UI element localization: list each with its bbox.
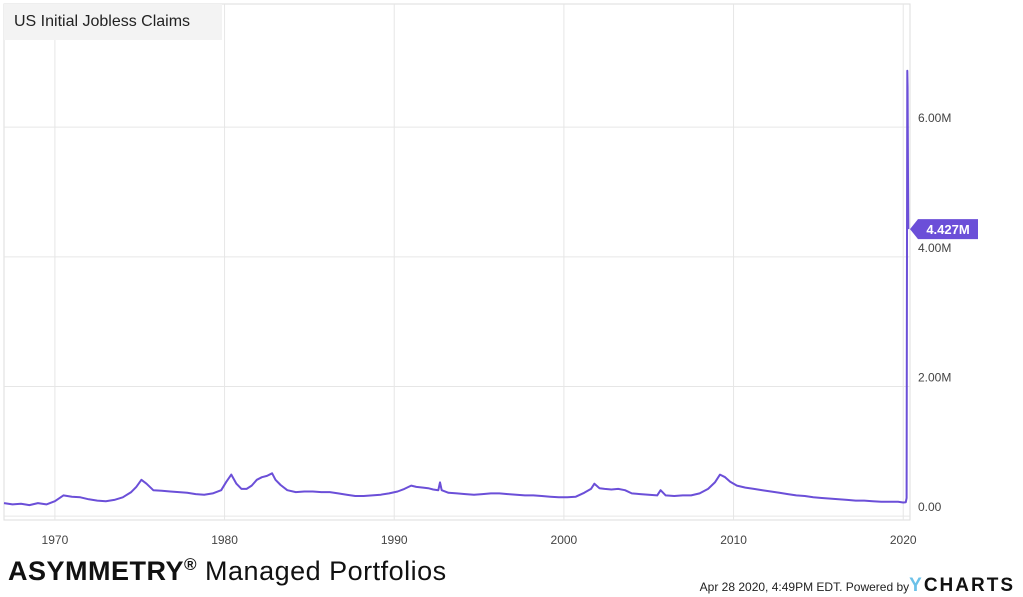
ycharts-logo-y: Y bbox=[909, 575, 924, 596]
x-tick-label: 2010 bbox=[720, 533, 747, 547]
series-layer bbox=[3, 69, 910, 507]
brand-logo: ASYMMETRY® Managed Portfolios bbox=[8, 555, 447, 587]
x-tick-label: 1980 bbox=[211, 533, 238, 547]
x-tick-label: 1990 bbox=[381, 533, 408, 547]
x-tick-label: 2020 bbox=[890, 533, 917, 547]
brand-registered-mark: ® bbox=[184, 555, 198, 574]
y-tick-label: 6.00M bbox=[918, 111, 951, 125]
ycharts-logo-text: CHARTS bbox=[923, 575, 1015, 596]
footer-powered-by: Powered by bbox=[845, 580, 910, 594]
gridlines bbox=[4, 4, 910, 520]
footer: Apr 28 2020, 4:49PM EDT. Powered byYCHAR… bbox=[700, 575, 1015, 597]
brand-tagline: Managed Portfolios bbox=[197, 556, 447, 586]
y-tick-label: 4.00M bbox=[918, 241, 951, 255]
footer-timestamp: Apr 28 2020, 4:49PM EDT. bbox=[699, 580, 843, 594]
x-tick-label: 1970 bbox=[42, 533, 69, 547]
last-value-label: 4.427M bbox=[926, 222, 969, 237]
y-axis: 0.00 2.00M 4.00M 6.00M bbox=[918, 111, 951, 514]
x-axis: 1970 1980 1990 2000 2010 2020 bbox=[42, 533, 917, 547]
last-value-badge: 4.427M bbox=[910, 219, 978, 240]
last-value-badge-bg bbox=[910, 219, 978, 240]
ycharts-logo[interactable]: YCHARTS bbox=[909, 575, 1015, 596]
y-tick-label: 2.00M bbox=[918, 370, 951, 384]
brand-name: ASYMMETRY bbox=[8, 556, 185, 586]
chart-title: US Initial Jobless Claims bbox=[14, 13, 191, 30]
series-line bbox=[3, 69, 910, 507]
chart-title-box: US Initial Jobless Claims bbox=[4, 4, 222, 40]
y-tick-label: 0.00 bbox=[918, 500, 942, 514]
x-tick-label: 2000 bbox=[551, 533, 578, 547]
plot-area bbox=[3, 3, 911, 521]
